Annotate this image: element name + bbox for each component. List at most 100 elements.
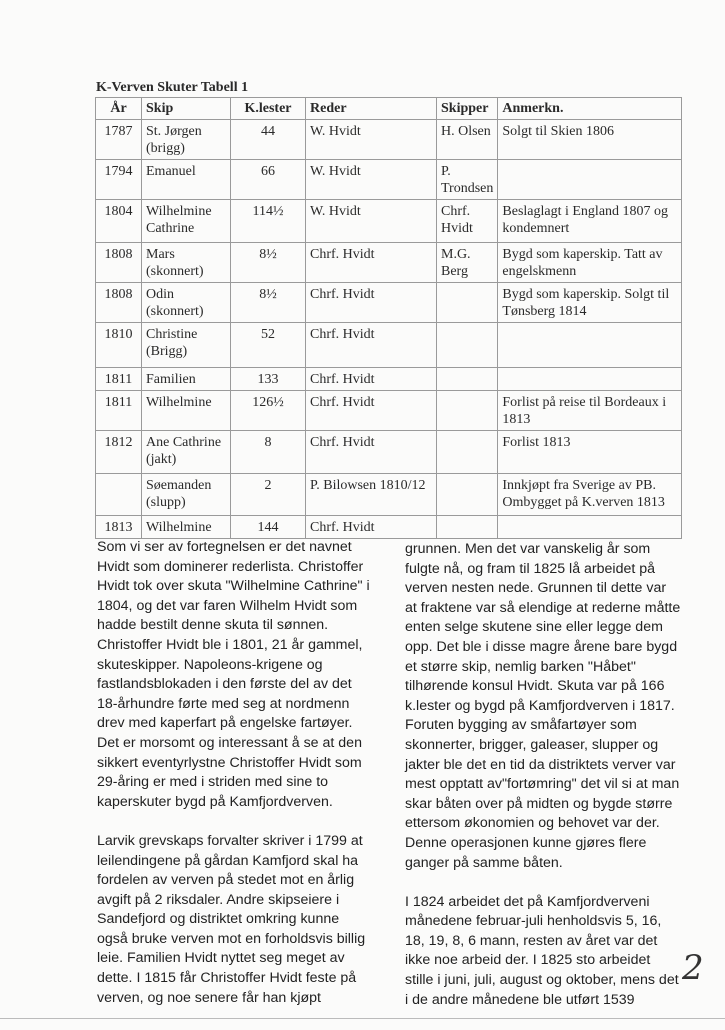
table-cell [435,390,499,431]
text-line: k.lester og bygd på Kamfjordverven i 181… [405,697,675,714]
table-cell: 1804 [95,199,142,243]
table-cell: Familien [141,367,231,391]
table-cell: Chrf. Hvidt [305,322,437,368]
table-cell: Chrf. Hvidt [435,199,499,243]
column-header: Skip [141,97,231,120]
table-cell [497,322,682,368]
text-line: skuteskipper. Napoleons-krigene og [97,656,323,673]
text-line: skar båten over på midten og bygde størr… [405,795,673,812]
table-cell: 1811 [95,367,142,391]
table-row: 1808 Odin (skonnert) 8½ Chrf. Hvidt Bygd som… [95,282,682,323]
table-cell: 126½ [230,390,306,431]
table-cell: 8½ [230,282,306,323]
text-line: kaperskuter bygd på Kamfjordverven. [97,793,333,810]
table-cell: 66 [230,159,306,200]
table-cell: 1811 [95,390,142,431]
table-cell: H. Olsen [435,119,499,160]
text-line: jakter ble det en tid da distriktets ver… [405,756,676,773]
text-line: fastlandsblokaden i den første del av de… [97,676,352,693]
table-cell [435,430,499,474]
table-cell: 2 [230,473,306,516]
table-cell [95,473,142,516]
table-cell [435,515,499,539]
table-cell: W. Hvidt [305,199,437,243]
paragraph: Larvik grevskaps forvalter skriver i 179… [97,832,392,1008]
table-cell: Wilhelmine [141,515,231,539]
paragraph: I 1824 arbeidet det på Kamfjordverveni må… [405,893,700,1011]
text-line: Hvidt tok over skuta "Wilhelmine Cathrin… [97,578,370,595]
table-cell: Chrf. Hvidt [305,390,437,431]
table-cell: M.G. Berg [435,242,499,283]
ships-table: År Skip K.lester Reder Skipper Anmerkn. 1787 S… [95,97,682,539]
table-cell [497,159,682,200]
table-cell: Søemanden (slupp) [141,473,231,516]
table-cell: Emanuel [141,159,231,200]
text-line: Denne operasjonen kunne gjøres flere [405,834,647,851]
table-cell [435,473,499,516]
table-cell: 1787 [95,119,142,160]
text-line: fordelen av verven på stedet mot en årli… [97,872,355,889]
text-line: ettersom økonomien og behovet var der. [405,815,660,832]
table-cell: Innkjøpt fra Sverige av PB. Ombygget på … [497,473,682,516]
table-cell: Wilhelmine Cathrine [141,199,231,243]
table-cell: 8½ [230,242,306,283]
text-line: Larvik grevskaps forvalter skriver i 179… [97,832,363,849]
table-cell: 8 [230,430,306,474]
text-line: ikke noe arbeid der. I 1825 sto arbeidet [405,952,651,969]
table-row: 1810 Christine (Brigg) 52 Chrf. Hvidt [95,322,682,368]
table-cell [497,515,682,539]
table-cell [435,282,499,323]
table-header-row: År Skip K.lester Reder Skipper Anmerkn. [95,97,682,120]
table-cell [435,322,499,368]
table-cell: Odin (skonnert) [141,282,231,323]
text-line: Christoffer Hvidt ble i 1801, 21 år gamm… [97,636,363,653]
table-row: 1812 Ane Cathrine (jakt) 8 Chrf. Hvidt Forli… [95,430,682,474]
table-cell: 1810 [95,322,142,368]
table-cell: W. Hvidt [305,119,437,160]
table-cell [497,367,682,391]
table-cell: Chrf. Hvidt [305,282,437,323]
text-line: hadde bestilt denne skuta til sønnen. [97,617,329,634]
text-line: dette. I 1815 får Christoffer Hvidt fest… [97,970,357,987]
column-header: Anmerkn. [497,97,682,120]
column-header: Skipper [435,97,499,120]
text-line: Foruten bygging av småfartøyer som [405,717,637,734]
table-cell: Forlist på reise til Bordeaux i 1813 [497,390,682,431]
table-title: K-Verven Skuter Tabell 1 [96,80,249,95]
text-line: i de andre månedene ble utført 1539 [405,991,635,1008]
text-line: 18, 19, 8, 6 mann, resten av året var de… [405,932,658,949]
table-cell: Ane Cathrine (jakt) [141,430,231,474]
table-cell: Chrf. Hvidt [305,430,437,474]
table-row: 1808 Mars (skonnert) 8½ Chrf. Hvidt M.G. Ber… [95,242,682,283]
left-text-column: Som vi ser av fortegnelsen er det navnet… [97,538,392,1028]
table-cell: Solgt til Skien 1806 [497,119,682,160]
table-row: 1811 Familien 133 Chrf. Hvidt [95,367,682,391]
table-cell: Wilhelmine [141,390,231,431]
column-header: Reder [305,97,437,120]
table-row: 1811 Wilhelmine 126½ Chrf. Hvidt Forlist på … [95,390,682,431]
text-line: ganger på samme båten. [405,854,563,871]
table-cell: Chrf. Hvidt [305,242,437,283]
text-line: at fraktene var så elendige at rederne m… [405,599,681,616]
table-cell: Forlist 1813 [497,430,682,474]
table-cell: P. Bilowsen 1810/12 [305,473,437,516]
table-cell [435,367,499,391]
text-line: drev med kaperfart på engelske fartøyer. [97,715,353,732]
table-cell: 1794 [95,159,142,200]
table-cell: 133 [230,367,306,391]
text-line: stille i juni, juli, august og oktober, … [405,972,679,989]
text-line: I 1824 arbeidet det på Kamfjordverveni [405,893,650,910]
table-cell: W. Hvidt [305,159,437,200]
text-line: enten selge skutene sine eller legge dem [405,619,663,636]
page-number: 2 [682,948,704,988]
table-cell: Chrf. Hvidt [305,367,437,391]
table-cell: Mars (skonnert) [141,242,231,283]
table-cell: 1808 [95,282,142,323]
text-line: sikkert eventyrlystne Christoffer Hvidt … [97,754,362,771]
text-line: 1804, og det var faren Wilhelm Hvidt som [97,597,358,614]
page-edge-line [0,1018,725,1019]
table-row: 1787 St. Jørgen (brigg) 44 W. Hvidt H. Olsen… [95,119,682,160]
table-row: 1813 Wilhelmine 144 Chrf. Hvidt [95,515,682,539]
text-line: fulgte nå, og fram til 1825 lå arbeidet … [405,560,656,577]
column-header: K.lester [230,97,306,120]
